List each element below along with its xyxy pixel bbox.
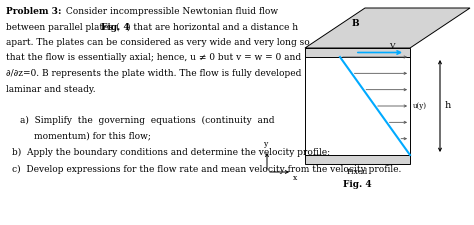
Text: apart. The plates can be considered as very wide and very long so: apart. The plates can be considered as v… <box>6 38 310 47</box>
Text: Consider incompressible Newtonian fluid flow: Consider incompressible Newtonian fluid … <box>63 7 278 16</box>
Polygon shape <box>305 8 470 48</box>
Text: a)  Simplify  the  governing  equations  (continuity  and: a) Simplify the governing equations (con… <box>20 115 274 125</box>
Polygon shape <box>305 155 410 164</box>
Text: Problem 3:: Problem 3: <box>6 7 62 16</box>
Text: laminar and steady.: laminar and steady. <box>6 85 96 94</box>
Text: V: V <box>389 41 395 50</box>
Text: Fig. 4: Fig. 4 <box>101 22 129 32</box>
Text: between parallel plates (: between parallel plates ( <box>6 22 119 32</box>
Text: b)  Apply the boundary conditions and determine the velocity profile;: b) Apply the boundary conditions and det… <box>12 148 330 157</box>
Text: Fixed: Fixed <box>347 168 368 176</box>
Text: B: B <box>351 18 359 27</box>
Text: momentum) for this flow;: momentum) for this flow; <box>34 131 151 140</box>
Text: h: h <box>445 101 451 110</box>
Text: ∂/∂z=0. B represents the plate width. The flow is fully developed: ∂/∂z=0. B represents the plate width. Th… <box>6 69 301 78</box>
Text: Fig. 4: Fig. 4 <box>343 180 372 189</box>
Text: u(y): u(y) <box>413 102 427 110</box>
Text: c)  Develop expressions for the flow rate and mean velocity from the velocity pr: c) Develop expressions for the flow rate… <box>12 165 401 174</box>
Text: y: y <box>263 140 267 148</box>
Polygon shape <box>305 48 410 57</box>
Text: ) that are horizontal and a distance h: ) that are horizontal and a distance h <box>127 22 298 32</box>
Text: that the flow is essentially axial; hence, u ≠ 0 but v = w = 0 and: that the flow is essentially axial; henc… <box>6 54 301 63</box>
Text: x: x <box>293 174 297 182</box>
